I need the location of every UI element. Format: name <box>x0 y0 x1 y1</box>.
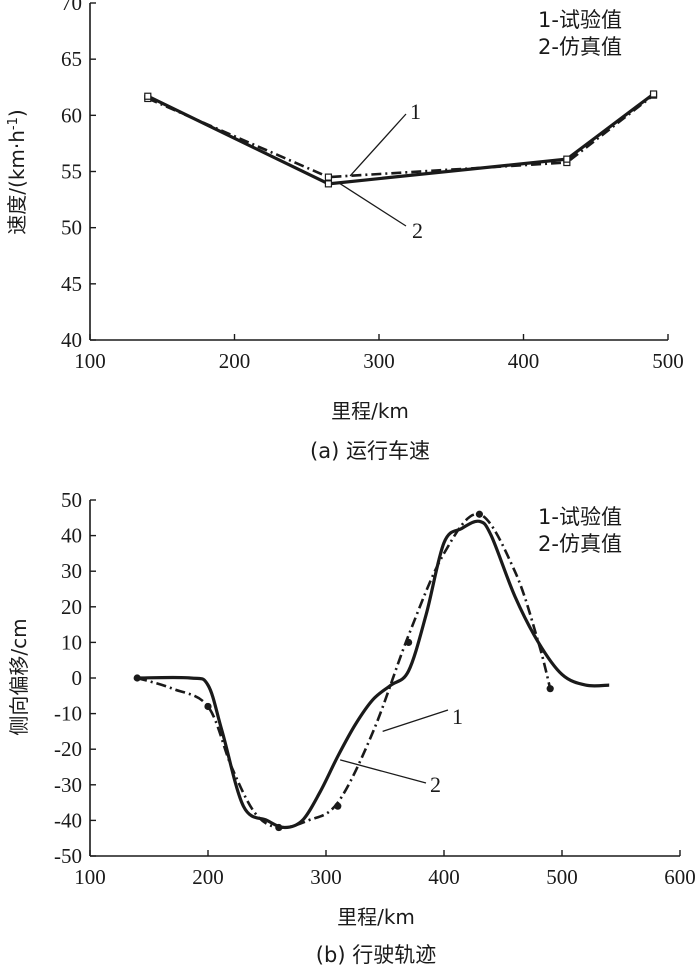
chart-a-ticks: 40 45 50 55 60 65 70 100 200 300 400 500 <box>61 0 684 373</box>
chart-a-y-title-main: 速度/(km·h <box>5 130 29 235</box>
x-tick-label: 500 <box>652 349 684 373</box>
y-tick-label: 0 <box>72 666 83 690</box>
series-point <box>324 180 333 188</box>
y-tick-label: 65 <box>61 47 82 71</box>
chart-a-legend-1: 1-试验值 <box>538 8 622 32</box>
series-point <box>133 674 141 682</box>
callout-label: 2 <box>412 218 423 243</box>
series-line-2 <box>147 92 655 186</box>
x-tick-label: 300 <box>363 349 395 373</box>
series-point <box>546 685 554 693</box>
chart-a-y-title: 速度/(km·h-1) <box>5 109 29 234</box>
chart-a-series <box>144 90 658 188</box>
x-tick-label: 600 <box>664 865 696 889</box>
x-tick-label: 300 <box>310 865 342 889</box>
series-line-2 <box>137 519 610 830</box>
y-tick-label: 70 <box>61 0 82 15</box>
y-tick-label: -50 <box>54 844 82 868</box>
series-point <box>334 802 342 810</box>
x-tick-label: 100 <box>74 865 106 889</box>
series-line-1 <box>136 512 552 830</box>
chart-a: 40 45 50 55 60 65 70 100 200 300 400 500 1-试验值 2-仿真… <box>5 0 684 463</box>
y-tick-label: -40 <box>54 808 82 832</box>
callout-label: 1 <box>410 99 421 124</box>
y-tick-label: 20 <box>61 595 82 619</box>
callout-label: 1 <box>452 704 463 729</box>
x-tick-label: 400 <box>428 865 460 889</box>
chart-b-legend-1: 1-试验值 <box>538 505 622 529</box>
chart-a-y-title-sup: -1 <box>6 117 21 130</box>
callout-leader <box>339 759 427 784</box>
chart-a-y-title-end: ) <box>5 109 29 117</box>
y-tick-label: 55 <box>61 160 82 184</box>
y-tick-label: -30 <box>54 773 82 797</box>
series-point <box>649 90 658 98</box>
chart-a-caption: (a) 运行车速 <box>310 439 430 463</box>
y-tick-label: 60 <box>61 103 82 127</box>
x-tick-label: 200 <box>219 349 251 373</box>
callout-leader <box>382 709 449 733</box>
chart-a-callouts: 12 <box>338 99 423 243</box>
chart-a-legend-2: 2-仿真值 <box>538 35 622 59</box>
y-tick-label: -20 <box>54 737 82 761</box>
chart-b-x-title: 里程/km <box>337 905 415 929</box>
series-point <box>324 173 333 181</box>
callout-leader <box>349 113 407 177</box>
y-tick-label: 10 <box>61 630 82 654</box>
chart-b-y-title: 侧向偏移/cm <box>7 618 31 735</box>
chart-b-legend-2: 2-仿真值 <box>538 532 622 556</box>
chart-b-series <box>133 510 610 832</box>
x-tick-label: 200 <box>192 865 224 889</box>
x-tick-label: 400 <box>508 349 540 373</box>
series-point <box>204 702 212 711</box>
callout-label: 2 <box>430 772 441 797</box>
y-tick-label: 30 <box>61 559 82 583</box>
y-tick-label: 40 <box>61 328 82 352</box>
x-tick-label: 100 <box>74 349 106 373</box>
callout-leader <box>338 182 407 227</box>
y-tick-label: 50 <box>61 488 82 512</box>
chart-b-callouts: 12 <box>339 704 463 797</box>
y-tick-label: 45 <box>61 272 82 296</box>
x-tick-label: 500 <box>546 865 578 889</box>
series-line-1 <box>147 94 655 179</box>
chart-b-caption: (b) 行驶轨迹 <box>316 943 436 967</box>
chart-a-x-title: 里程/km <box>331 399 409 423</box>
series-point <box>563 155 571 163</box>
series-point <box>475 510 483 518</box>
series-point <box>405 638 413 647</box>
y-tick-label: 50 <box>61 216 82 240</box>
y-tick-label: 40 <box>61 524 82 548</box>
series-point <box>144 92 152 100</box>
y-tick-label: -10 <box>54 702 82 726</box>
